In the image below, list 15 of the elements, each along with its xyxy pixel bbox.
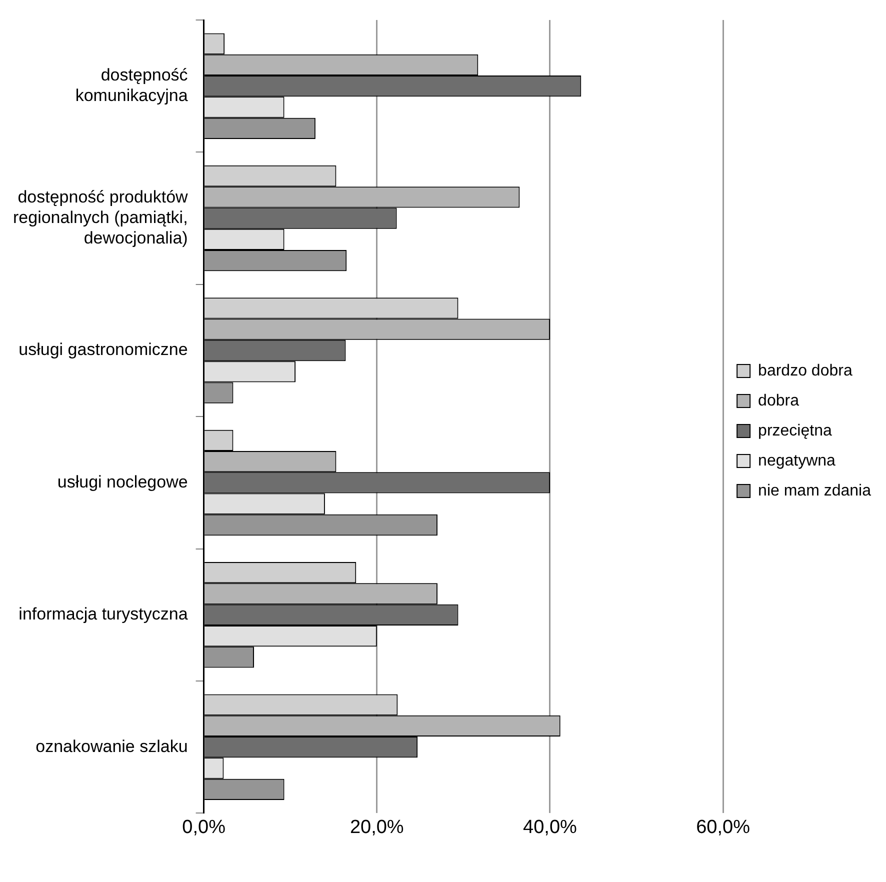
y-tick-label: oznakowanie szlaku	[36, 736, 188, 756]
x-tick-label: 60,0%	[696, 816, 750, 838]
x-tick-label: 20,0%	[350, 816, 404, 838]
y-tick-label: dostępność komunikacyjna	[75, 66, 188, 105]
y-tick-label: informacja turystyczna	[18, 604, 188, 624]
y-tick-label: usługi noclegowe	[57, 472, 188, 492]
legend-label: negatywna	[758, 452, 836, 470]
y-tick-label: usługi gastronomiczne	[18, 340, 188, 360]
y-tick-label: dostępność produktów regionalnych (pamiątki, dewocjonalia)	[12, 188, 189, 248]
x-tick-label: 40,0%	[523, 816, 578, 838]
legend-label: bardzo dobra	[758, 362, 852, 380]
legend-label: nie mam zdania	[758, 482, 872, 500]
legend-label: przeciętna	[758, 422, 832, 440]
x-tick-label: 0,0%	[182, 816, 226, 838]
legend-label: dobra	[758, 392, 800, 410]
